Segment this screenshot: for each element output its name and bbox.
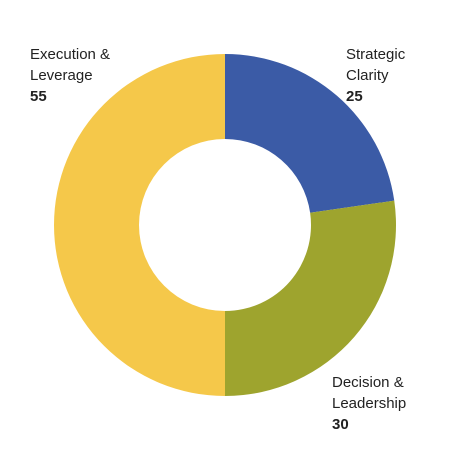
slice-label-name: Decision & Leadership	[332, 374, 407, 412]
label-execution-leverage: Execution & Leverage 55	[30, 44, 110, 107]
slice-label-value: 25	[346, 88, 363, 105]
slice-label-value: 55	[30, 88, 47, 105]
label-decision-leadership: Decision & Leadership 30	[332, 372, 406, 435]
slice-label-name: Strategic Clarity	[346, 46, 406, 84]
label-strategic-clarity: Strategic Clarity 25	[346, 44, 405, 107]
slice-label-value: 30	[332, 416, 349, 433]
donut-slice-0	[225, 54, 395, 213]
donut-slice-2	[54, 54, 225, 396]
slice-label-name: Execution & Leverage	[30, 46, 111, 84]
donut-slice-1	[225, 200, 396, 396]
